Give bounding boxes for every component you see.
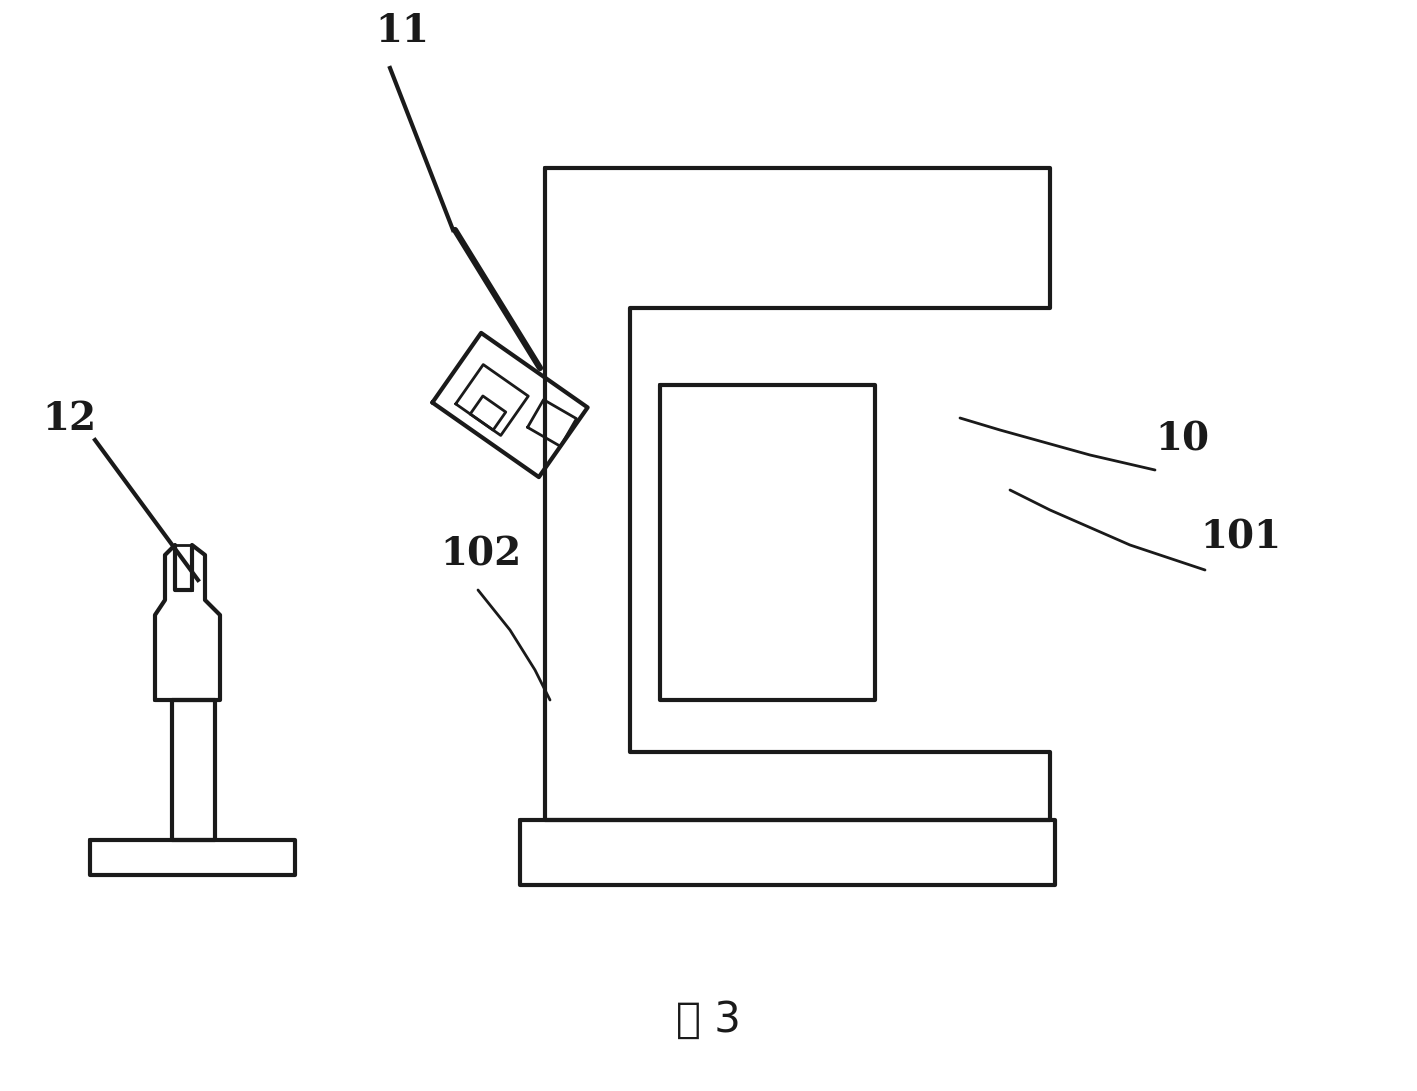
Text: 101: 101 <box>1200 518 1281 556</box>
Text: 12: 12 <box>43 400 96 437</box>
Text: 11: 11 <box>376 12 429 50</box>
Text: 102: 102 <box>441 535 521 573</box>
Text: 10: 10 <box>1155 420 1209 458</box>
Text: 图 3: 图 3 <box>676 999 741 1041</box>
